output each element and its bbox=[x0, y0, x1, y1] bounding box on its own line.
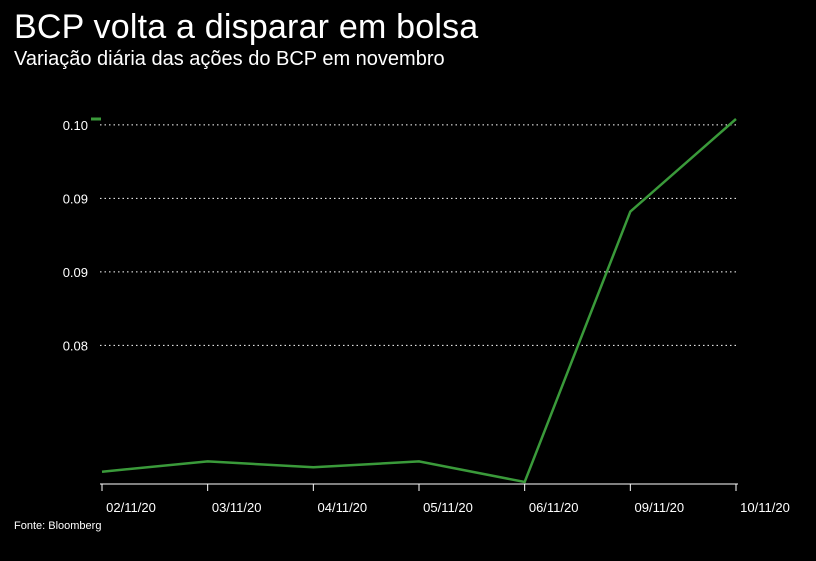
series-line bbox=[101, 118, 737, 484]
x-tick-label: 04/11/20 bbox=[318, 500, 368, 515]
x-tick-label: 03/11/20 bbox=[212, 500, 262, 515]
x-tick-label: 09/11/20 bbox=[635, 500, 685, 515]
y-tick-label: 0.09 bbox=[63, 191, 88, 206]
y-axis: 0.10 0.09 0.09 0.08 bbox=[63, 118, 88, 353]
gridlines bbox=[100, 124, 738, 346]
y-tick-label: 0.10 bbox=[63, 118, 88, 133]
x-tick-label: 06/11/20 bbox=[529, 500, 579, 515]
x-axis: 02/11/20 03/11/20 04/11/20 05/11/20 06/11/20… bbox=[101, 484, 790, 515]
chart-title: BCP volta a disparar em bolsa bbox=[14, 8, 479, 46]
chart-subtitle: Variação diária das ações do BCP em nove… bbox=[14, 48, 445, 70]
x-tick-label: 05/11/20 bbox=[423, 500, 473, 515]
x-tick-label: 10/11/20 bbox=[740, 500, 790, 515]
source-note: Fonte: Bloomberg bbox=[14, 520, 102, 532]
y-tick-label: 0.09 bbox=[63, 265, 88, 280]
y-tick-label: 0.08 bbox=[63, 338, 88, 353]
x-tick-label: 02/11/20 bbox=[106, 500, 156, 515]
